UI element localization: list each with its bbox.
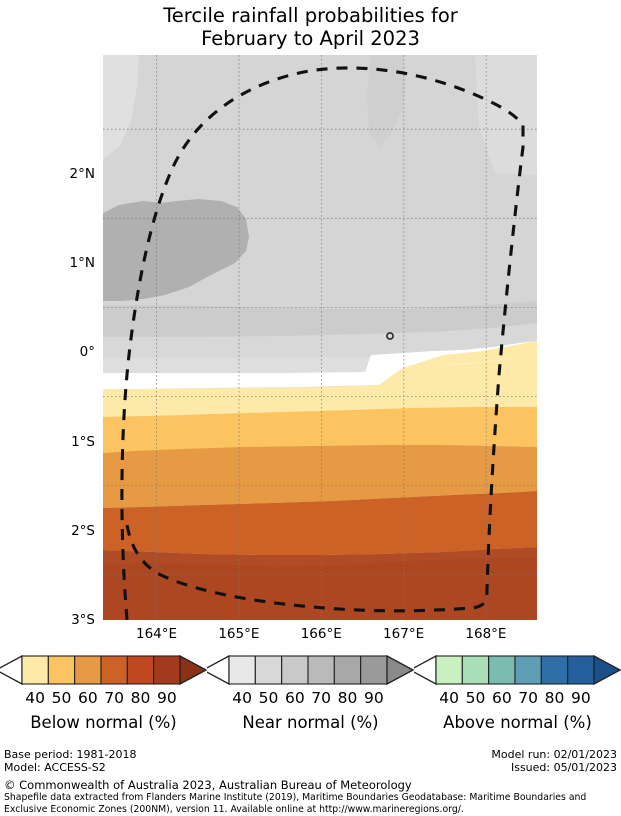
below-normal-70-80 <box>103 491 537 555</box>
footer: Base period: 1981-2018 Model run: 02/01/… <box>4 748 617 816</box>
page-title: Tercile rainfall probabilities for Febru… <box>0 4 621 50</box>
shapefile-attribution-line-2: Exclusive Economic Zones (200NM), versio… <box>4 803 464 815</box>
colorbar-tick-label: 70 <box>518 689 539 707</box>
y-axis-tick-label: 1°N <box>69 255 95 272</box>
colorbar-over-arrow <box>179 654 207 686</box>
above-normal-colorbar: 40 50 60 70 80 90 Above normal (%) <box>414 652 621 732</box>
colorbar-over-arrow <box>593 654 621 686</box>
x-axis-tick-label: 164°E <box>135 626 178 642</box>
below-normal-60-70 <box>103 445 537 508</box>
colorbar-cell <box>461 655 490 685</box>
colorbar-under-arrow <box>207 654 230 686</box>
colorbar-tick-label: 40 <box>232 689 253 707</box>
x-axis-tick-label: 168°E <box>465 626 507 642</box>
legend-group: 40 50 60 70 80 90 Below normal (%) 40 50 60 70 80 90… <box>0 652 621 744</box>
colorbar-tick-label: 40 <box>439 689 460 707</box>
issued-text: Issued: 05/01/2023 <box>510 761 617 774</box>
neutral-white-gap <box>103 341 537 389</box>
model-text: Model: ACCESS-S2 <box>4 761 106 774</box>
base-period-text: Base period: 1981-2018 <box>4 748 137 761</box>
colorbar-cell <box>333 655 362 685</box>
near-normal-patch-top <box>367 55 406 147</box>
x-axis-tick-label: 167°E <box>383 626 425 642</box>
colorbar-tick-label: 70 <box>104 689 125 707</box>
colorbar-cell <box>435 655 463 685</box>
map-plot-area <box>103 55 537 620</box>
y-axis-tick-label: 1°S <box>71 433 95 450</box>
colorbar-cell <box>567 655 595 685</box>
location-marker <box>386 332 394 340</box>
near-normal-colorbar-bar <box>207 652 414 688</box>
colorbar-tick-label: 50 <box>258 689 279 707</box>
colorbar-cell <box>514 655 542 685</box>
y-axis-tick-label: 2°N <box>69 166 95 183</box>
colorbar-cell <box>47 655 76 685</box>
below-normal-40-50-upper-right <box>403 341 537 368</box>
above-normal-colorbar-bar <box>414 652 621 688</box>
x-axis-tick-label: 165°E <box>218 626 260 642</box>
rainfall-probability-map <box>103 55 537 620</box>
colorbar-cell <box>360 655 388 685</box>
colorbar-under-arrow <box>414 654 437 686</box>
below-normal-40-50 <box>103 355 537 417</box>
colorbar-cell <box>21 655 49 685</box>
colorbar-cell <box>153 655 181 685</box>
near-normal-colorbar-caption: Near normal (%) <box>242 713 379 732</box>
colorbar-cell <box>540 655 569 685</box>
map-gridlines <box>103 55 537 620</box>
below-normal-colorbar-caption: Below normal (%) <box>30 713 177 732</box>
shapefile-attribution-line-1: Shapefile data extracted from Flanders M… <box>4 792 587 803</box>
below-normal-colorbar-ticks: 40 50 60 70 80 90 <box>0 689 207 711</box>
below-normal-deep-band <box>103 558 537 620</box>
colorbar-cell <box>100 655 128 685</box>
colorbar-tick-label: 90 <box>363 689 384 707</box>
colorbar-cell <box>126 655 155 685</box>
y-axis-tick-label: 0° <box>79 344 95 361</box>
colorbar-tick-label: 60 <box>491 689 512 707</box>
colorbar-tick-label: 60 <box>77 689 98 707</box>
colorbar-tick-label: 80 <box>337 689 358 707</box>
colorbar-tick-label: 80 <box>544 689 565 707</box>
colorbar-tick-label: 80 <box>130 689 151 707</box>
exclusive-economic-zone-boundary <box>120 66 525 620</box>
colorbar-tick-label: 50 <box>465 689 486 707</box>
colorbar-tick-label: 60 <box>284 689 305 707</box>
colorbar-cell <box>74 655 102 685</box>
below-normal-colorbar: 40 50 60 70 80 90 Below normal (%) <box>0 652 207 732</box>
colorbar-cell <box>488 655 516 685</box>
near-normal-dark-blob-2 <box>103 251 137 279</box>
x-axis-tick-label: 166°E <box>300 626 342 642</box>
colorbar-tick-label: 70 <box>311 689 332 707</box>
colorbar-cell <box>254 655 283 685</box>
y-axis-labels: 2°N 1°N 0° 1°S 2°S 3°S <box>0 55 103 628</box>
colorbar-tick-label: 90 <box>570 689 591 707</box>
near-normal-colorbar-ticks: 40 50 60 70 80 90 <box>207 689 414 711</box>
copyright-text: © Commonwealth of Australia 2023, Austra… <box>4 778 412 792</box>
colorbar-cell <box>228 655 256 685</box>
map-contours <box>103 55 537 620</box>
colorbar-tick-label: 40 <box>25 689 46 707</box>
colorbar-under-arrow <box>0 654 23 686</box>
near-normal-mid-band <box>103 301 537 337</box>
colorbar-tick-label: 50 <box>51 689 72 707</box>
below-normal-colorbar-bar <box>0 652 207 688</box>
y-axis-tick-label: 2°S <box>71 522 95 539</box>
colorbar-tick-label: 90 <box>156 689 177 707</box>
near-normal-patch-ne <box>475 55 537 175</box>
y-axis-tick-label: 3°S <box>71 611 95 628</box>
below-normal-50-60 <box>103 407 537 453</box>
colorbar-cell <box>307 655 335 685</box>
title-line-1: Tercile rainfall probabilities for <box>163 4 458 27</box>
near-normal-colorbar: 40 50 60 70 80 90 Near normal (%) <box>207 652 414 732</box>
above-normal-colorbar-caption: Above normal (%) <box>443 713 592 732</box>
x-axis-labels: 164°E 165°E 166°E 167°E 168°E <box>103 620 537 646</box>
near-normal-lower-strip <box>103 323 537 358</box>
near-normal-light-patch-nw <box>103 55 139 159</box>
model-run-text: Model run: 02/01/2023 <box>491 748 617 761</box>
colorbar-over-arrow <box>386 654 414 686</box>
title-line-2: February to April 2023 <box>201 27 420 50</box>
above-normal-colorbar-ticks: 40 50 60 70 80 90 <box>414 689 621 711</box>
colorbar-cell <box>281 655 309 685</box>
